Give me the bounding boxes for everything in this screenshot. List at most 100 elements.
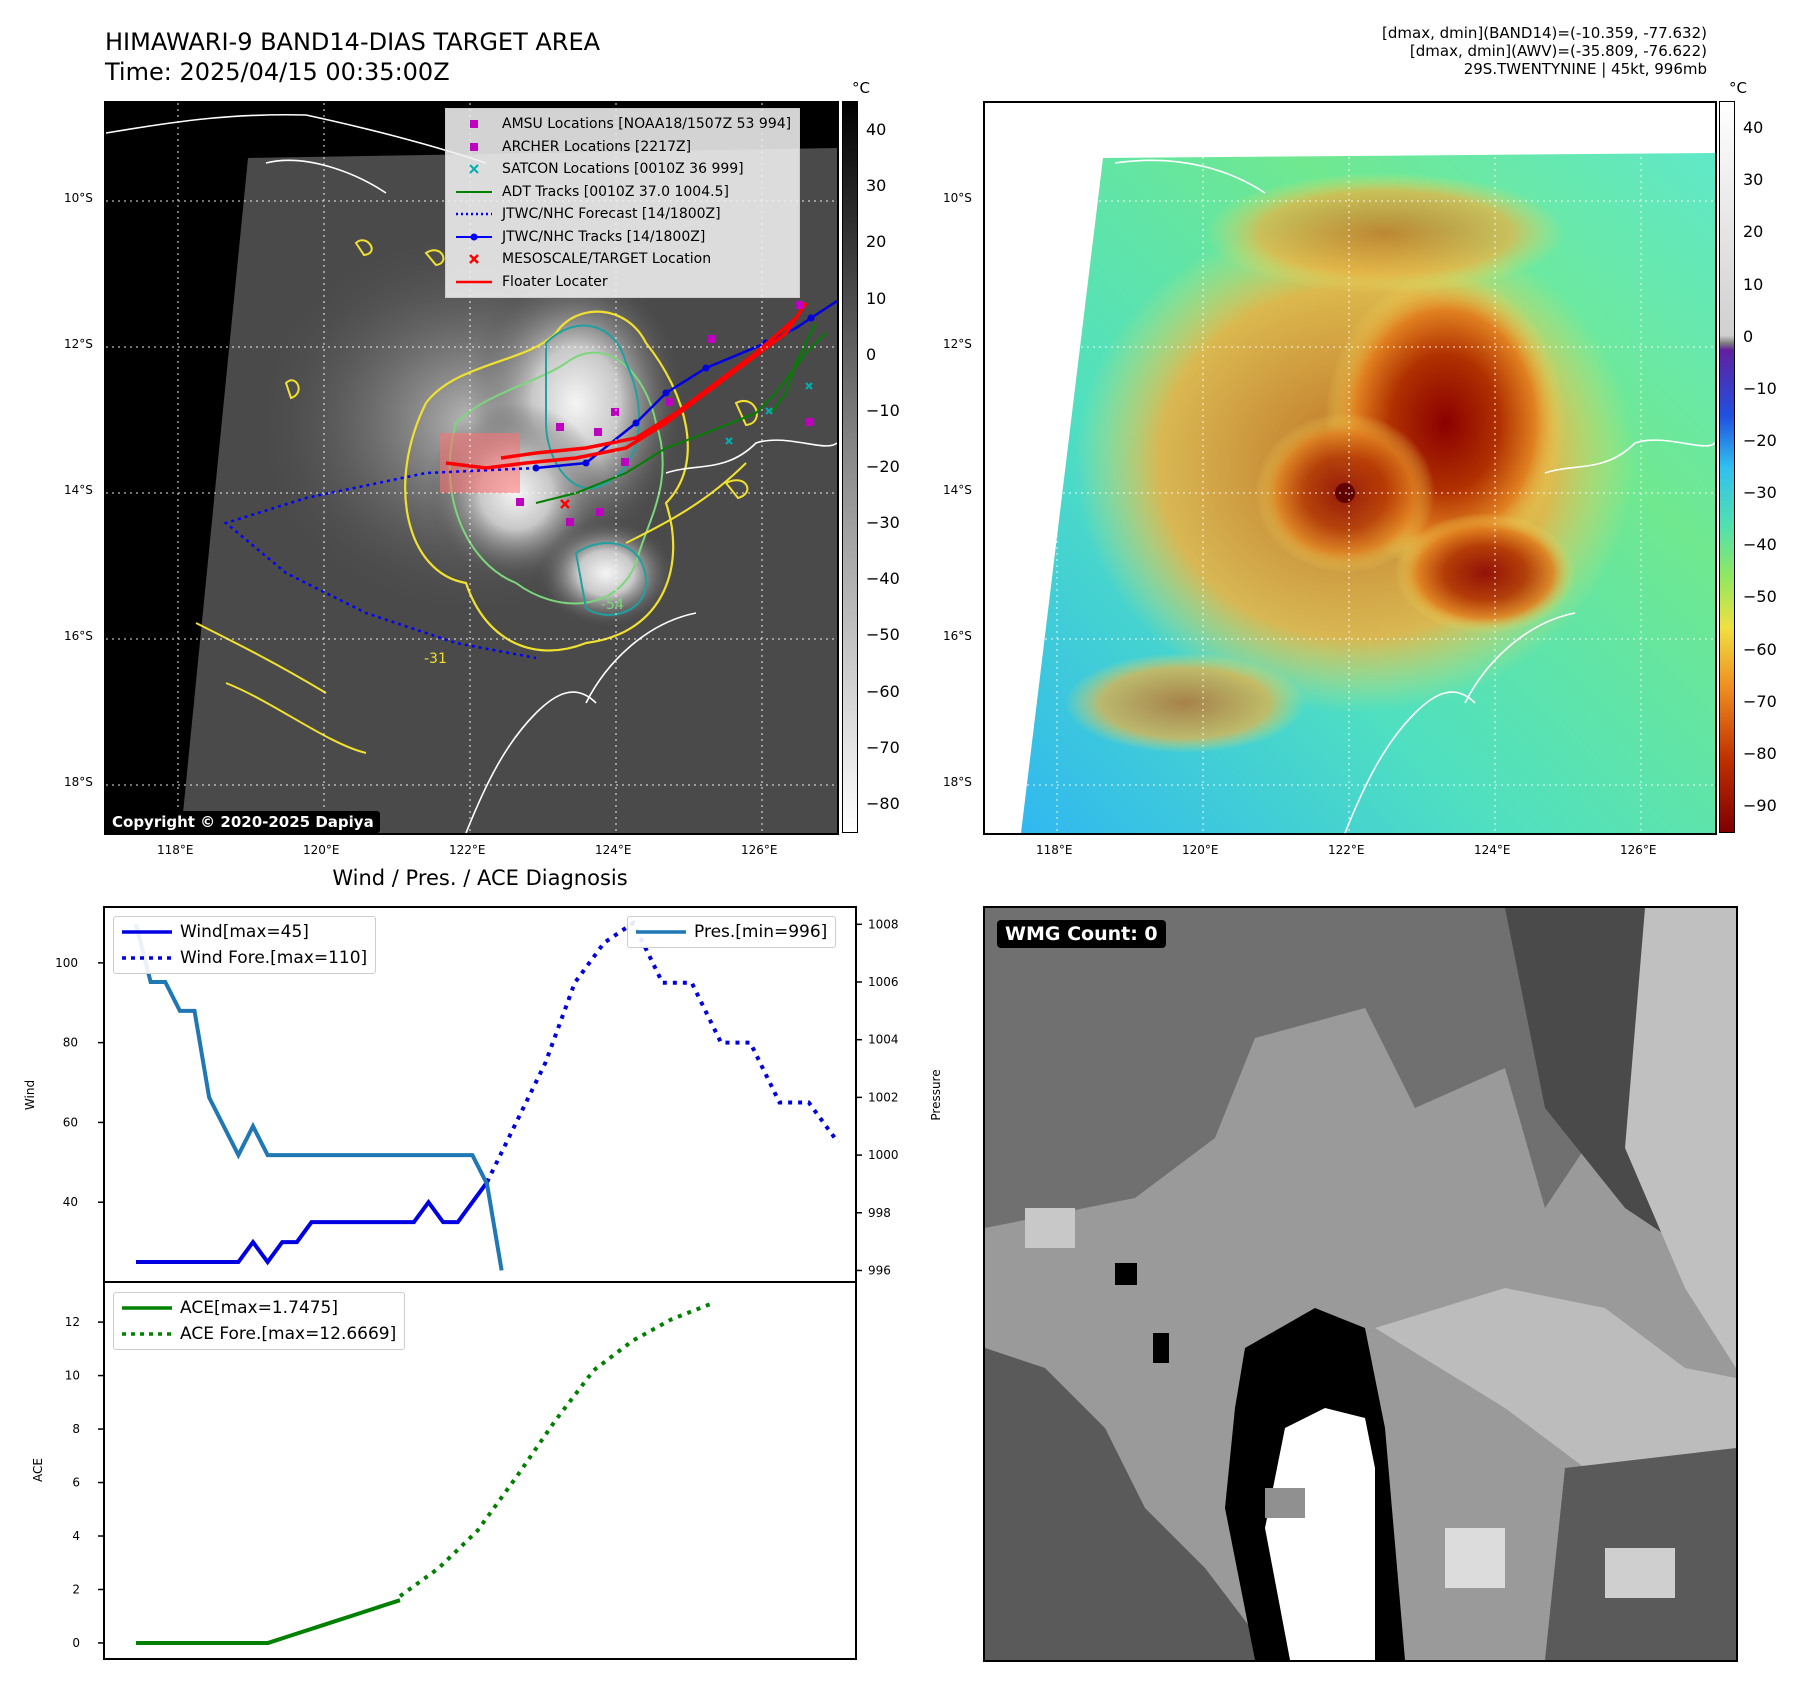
colorbar-tick-label: −40 <box>1743 535 1777 555</box>
colorbar-tick-label: 20 <box>1743 222 1764 242</box>
ace-axis-label: ACE <box>31 1458 45 1482</box>
ace-tick-label: 0 <box>72 1636 80 1650</box>
wmg-count-label: WMG Count: 0 <box>997 920 1166 948</box>
ace-legend: ACE[max=1.7475] ACE Fore.[max=12.6669] <box>113 1292 406 1350</box>
colorbar-color-unit: °C <box>1729 79 1747 97</box>
colorbar-tick-label: −30 <box>1743 483 1777 503</box>
pressure-tick-label: 1002 <box>868 1090 899 1104</box>
ace-tick-label: 12 <box>65 1315 80 1329</box>
colorbar-bw-unit: °C <box>852 79 870 97</box>
info-awv: [dmax, dmin](AWV)=(-35.809, -76.622) <box>1409 42 1707 60</box>
colorbar-tick-label: 0 <box>866 344 877 364</box>
pressure-legend: Pres.[min=996] <box>627 916 837 948</box>
legend-item-archer: ARCHER Locations [2217Z] <box>456 136 791 159</box>
wind-tick-label: 60 <box>63 1115 78 1129</box>
wmg-panel[interactable]: WMG Count: 0 <box>983 906 1738 1662</box>
legend-item-adt: ADT Tracks [0010Z 37.0 1004.5] <box>456 183 729 200</box>
colorbar-tick-label: 10 <box>1743 274 1764 294</box>
pressure-tick-label: 996 <box>868 1263 891 1277</box>
legend-pres: Pres.[min=996] <box>636 922 828 942</box>
colorbar-tick-label: −10 <box>1743 378 1777 398</box>
lon-label: 124°E <box>595 843 632 857</box>
lon-label: 126°E <box>741 843 778 857</box>
wind-axis-label: Wind <box>23 1080 37 1110</box>
colorbar-tick-label: −90 <box>1743 795 1777 815</box>
colorbar-tick-label: 10 <box>866 288 887 308</box>
legend-item-jtwc-track: JTWC/NHC Tracks [14/1800Z] <box>456 226 791 249</box>
lat-label: 14°S <box>64 483 93 497</box>
contour-green <box>448 351 664 605</box>
wind-legend: Wind[max=45] Wind Fore.[max=110] <box>113 916 377 974</box>
lat-label: 18°S <box>943 775 972 789</box>
lat-label: 16°S <box>943 629 972 643</box>
awv-map-image <box>985 103 1715 833</box>
copyright-label: Copyright © 2020-2025 Dapiya <box>106 811 380 833</box>
info-block: [dmax, dmin](BAND14)=(-10.359, -77.632) … <box>1107 24 1707 78</box>
legend-item-forecast: JTWC/NHC Forecast [14/1800Z] <box>456 206 721 222</box>
colorbar-tick-label: 40 <box>866 120 887 140</box>
wind-tick-label: 80 <box>63 1036 78 1050</box>
ace-tick-label: 8 <box>72 1422 80 1436</box>
pressure-tick-label: 1004 <box>868 1033 899 1047</box>
lat-label: 14°S <box>943 483 972 497</box>
lon-label: 120°E <box>303 843 340 857</box>
coastline <box>1114 159 1715 833</box>
colorbar-tick-label: −10 <box>866 400 900 420</box>
ace-plot: 0 2 4 6 8 10 12 <box>65 1302 711 1650</box>
coastline <box>106 113 837 833</box>
ace-tick-label: 4 <box>72 1529 80 1543</box>
figure-time: Time: 2025/04/15 00:35:00Z <box>105 58 450 86</box>
colorbar-tick-label: 40 <box>1743 118 1764 138</box>
colorbar-tick-label: −60 <box>1743 639 1777 659</box>
lon-label: 118°E <box>1036 843 1073 857</box>
colorbar-tick-label: −20 <box>1743 430 1777 450</box>
colorbar-tick-label: 30 <box>1743 170 1764 190</box>
legend-item-satcon: SATCON Locations [0010Z 36 999] <box>456 158 791 181</box>
legend-wind-fore: Wind Fore.[max=110] <box>122 948 368 968</box>
legend-ace-fore: ACE Fore.[max=12.6669] <box>122 1324 397 1344</box>
ace-tick-label: 2 <box>72 1582 80 1596</box>
info-storm: 29S.TWENTYNINE | 45kt, 996mb <box>1463 60 1707 78</box>
legend-item-floater: Floater Locater <box>456 273 608 290</box>
wind-tick-label: 100 <box>55 956 78 970</box>
colorbar-tick-label: 20 <box>866 232 887 252</box>
legend-item-target: MESOSCALE/TARGET Location <box>456 248 791 271</box>
legend-item-amsu: AMSU Locations [NOAA18/1507Z 53 994] <box>456 113 791 136</box>
series-line-0 <box>136 1181 489 1266</box>
lat-label: 16°S <box>64 629 93 643</box>
legend-wind: Wind[max=45] <box>122 922 309 942</box>
lon-label: 124°E <box>1474 843 1511 857</box>
colorbar-color <box>1719 101 1735 833</box>
awv-map-panel[interactable] <box>983 101 1717 835</box>
colorbar-tick-label: −30 <box>866 513 900 533</box>
contour-label-b: -31 <box>424 651 447 667</box>
pressure-tick-label: 1006 <box>868 975 899 989</box>
colorbar-tick-label: −20 <box>866 457 900 476</box>
lat-label: 10°S <box>943 191 972 205</box>
figure-title: HIMAWARI-9 BAND14-DIAS TARGET AREA <box>105 28 601 56</box>
colorbar-tick-label: −80 <box>1743 743 1777 763</box>
contour-label-a: -54 <box>601 597 624 613</box>
colorbar-tick-label: −60 <box>866 681 900 701</box>
colorbar-tick-label: −50 <box>866 625 900 645</box>
contour-yellow <box>404 310 689 652</box>
target-location-marker <box>560 499 570 509</box>
chart-title: Wind / Pres. / ACE Diagnosis <box>332 866 628 890</box>
wmg-image <box>985 908 1736 1660</box>
lon-label: 126°E <box>1620 843 1657 857</box>
lon-label: 118°E <box>157 843 194 857</box>
pressure-tick-label: 1000 <box>868 1148 899 1162</box>
lat-label: 12°S <box>64 337 93 351</box>
wind-plot: 40 60 80 100 996 998 1000 1002 1004 1006 1008 <box>55 917 898 1277</box>
floater-track <box>445 302 808 470</box>
series-line-2 <box>134 923 504 1271</box>
series-line-1 <box>485 920 840 1184</box>
map-legend: AMSU Locations [NOAA18/1507Z 53 994] ARC… <box>445 108 801 298</box>
series-line-ace <box>136 1598 401 1645</box>
lat-label: 12°S <box>943 337 972 351</box>
colorbar-bw <box>842 101 858 833</box>
lat-label: 10°S <box>64 191 93 205</box>
lat-label: 18°S <box>64 775 93 789</box>
pressure-axis-label: Pressure <box>929 1069 943 1120</box>
colorbar-tick-label: −70 <box>1743 691 1777 711</box>
